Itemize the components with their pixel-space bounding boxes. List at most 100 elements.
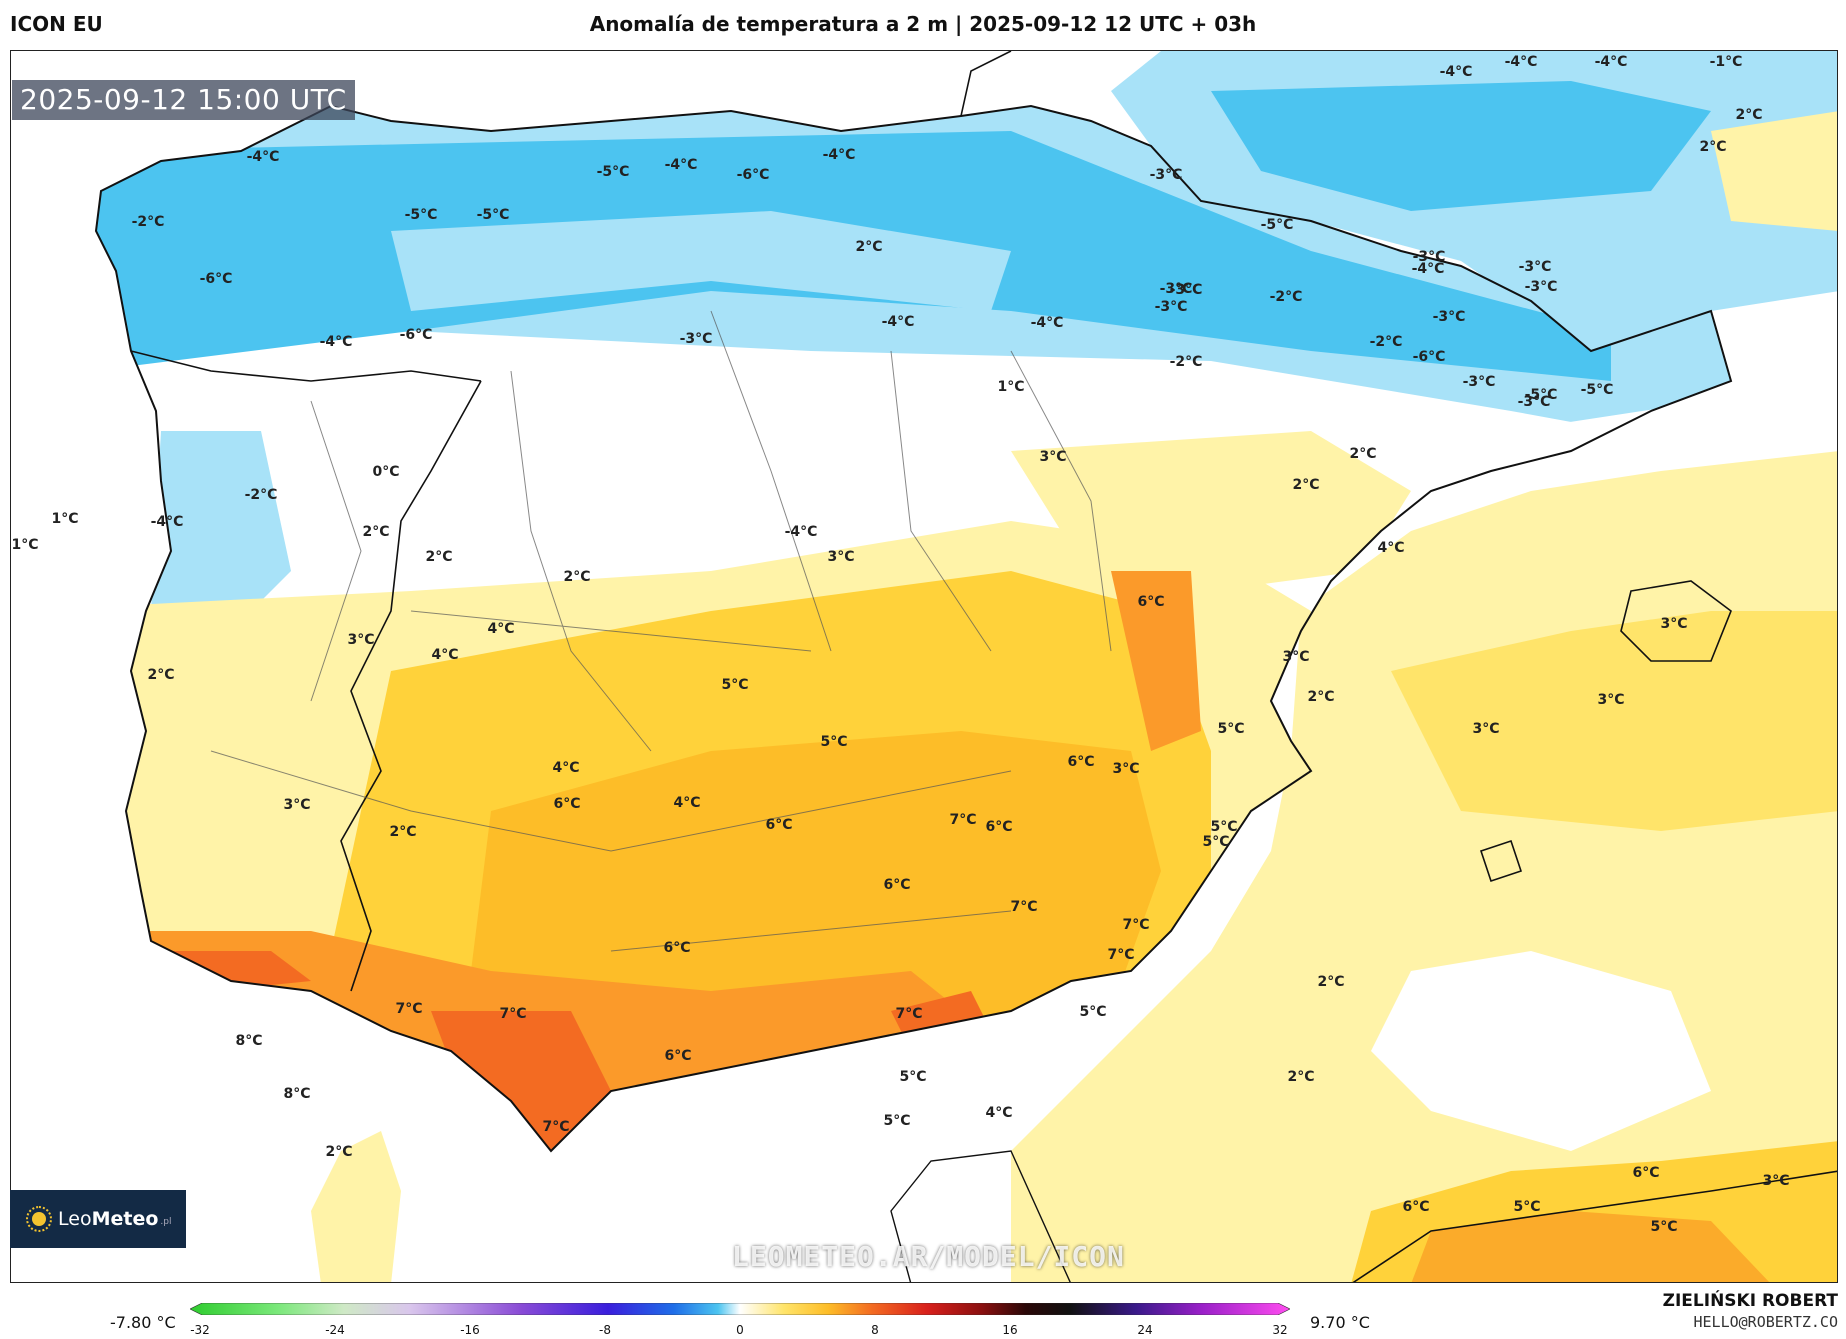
contour-label: 3°C xyxy=(1039,449,1066,465)
contour-label: -4°C xyxy=(1440,64,1473,80)
contour-label: 6°C xyxy=(663,940,690,956)
contour-label: -4°C xyxy=(1595,54,1628,70)
contour-label: -3°C xyxy=(1160,281,1193,297)
contour-label: -6°C xyxy=(1413,349,1446,365)
contour-label: 2°C xyxy=(1699,139,1726,155)
contour-label: -3°C xyxy=(680,331,713,347)
model-name: ICON EU xyxy=(10,12,103,36)
valid-time-badge: 2025-09-12 15:00 UTC xyxy=(12,80,355,120)
contour-label: 2°C xyxy=(1287,1069,1314,1085)
contour-label: -4°C xyxy=(823,147,856,163)
contour-label: -5°C xyxy=(405,207,438,223)
anomaly-map[interactable]: -4°C -4°C -4°C -1°C 2°C 2°C -4°C -5°C -4°C -6°C -4… xyxy=(11,51,1838,1283)
contour-label: 3°C xyxy=(1597,692,1624,708)
contour-label: 6°C xyxy=(985,819,1012,835)
scale-tick-label: -24 xyxy=(325,1323,345,1337)
contour-label: -2°C xyxy=(132,214,165,230)
contour-label: -3°C xyxy=(1433,309,1466,325)
scale-tick-label: -8 xyxy=(599,1323,611,1337)
contour-label: -2°C xyxy=(1370,334,1403,350)
morocco-coastline xyxy=(890,1150,1071,1282)
sun-icon xyxy=(24,1204,54,1234)
contour-label: 5°C xyxy=(1210,819,1237,835)
map-frame[interactable]: -4°C -4°C -4°C -1°C 2°C 2°C -4°C -5°C -4°C -6°C -4… xyxy=(10,50,1838,1283)
contour-label: 1°C xyxy=(997,379,1024,395)
contour-label: 5°C xyxy=(1079,1004,1106,1020)
contour-label: 0°C xyxy=(372,464,399,480)
mallorca-island xyxy=(1620,580,1732,662)
contour-label: 3°C xyxy=(1660,616,1687,632)
contour-label: -3°C xyxy=(1518,394,1551,410)
contour-label: 6°C xyxy=(664,1048,691,1064)
contour-label: 5°C xyxy=(1513,1199,1540,1215)
contour-label: -6°C xyxy=(400,327,433,343)
contour-label: 1°C xyxy=(11,537,38,553)
contour-label: 7°C xyxy=(542,1119,569,1135)
coastline xyxy=(94,104,1733,1153)
color-scale-bar xyxy=(190,1303,1290,1315)
contour-label: 5°C xyxy=(1202,834,1229,850)
contour-label: -2°C xyxy=(1270,289,1303,305)
contour-label: -3°C xyxy=(1525,279,1558,295)
contour-label: -3°C xyxy=(1155,299,1188,315)
contour-label: -4°C xyxy=(665,157,698,173)
author-credit: ZIELIŃSKI ROBERT xyxy=(1662,1291,1838,1311)
contour-label: 2°C xyxy=(325,1144,352,1160)
france-cold-area xyxy=(1211,81,1711,211)
contour-label: 8°C xyxy=(283,1086,310,1102)
contour-label: 3°C xyxy=(1282,649,1309,665)
province-borders xyxy=(210,310,1112,952)
contour-label: -4°C xyxy=(785,524,818,540)
contour-label: 2°C xyxy=(1349,446,1376,462)
scale-tick-label: 8 xyxy=(871,1323,879,1337)
atlantic-sea xyxy=(11,531,461,1282)
scale-tick-label: 16 xyxy=(1002,1323,1018,1337)
scale-tick-label: -32 xyxy=(190,1323,210,1337)
contour-label: 2°C xyxy=(1317,974,1344,990)
contour-labels: -4°C -4°C -4°C -1°C 2°C 2°C -4°C -5°C -4°C -6°C -4… xyxy=(11,54,1789,1235)
contour-label: 6°C xyxy=(765,817,792,833)
contour-label: -4°C xyxy=(320,334,353,350)
contour-label: -4°C xyxy=(1031,315,1064,331)
scale-tick-label: 0 xyxy=(736,1323,744,1337)
contour-label: 3°C xyxy=(283,797,310,813)
contour-label: 4°C xyxy=(673,795,700,811)
contour-label: 5°C xyxy=(1650,1219,1677,1235)
scale-max-label: 9.70 °C xyxy=(1310,1313,1370,1332)
scale-tick-label: -16 xyxy=(460,1323,480,1337)
contour-label: 6°C xyxy=(1067,754,1094,770)
contour-label: -5°C xyxy=(597,164,630,180)
logo-text: LeoMeteo xyxy=(58,1208,159,1230)
contour-label: 6°C xyxy=(1632,1165,1659,1181)
contour-label: 4°C xyxy=(1377,540,1404,556)
scale-min-label: -7.80 °C xyxy=(110,1313,176,1332)
contour-label: -2°C xyxy=(1170,354,1203,370)
contour-label: -4°C xyxy=(1412,261,1445,277)
contour-label: -4°C xyxy=(882,314,915,330)
scale-ticks: -32 -24 -16 -8 0 8 16 24 32 xyxy=(190,1323,1290,1339)
contour-label: -3°C xyxy=(1150,167,1183,183)
contour-label: 2°C xyxy=(855,239,882,255)
contour-label: 3°C xyxy=(1112,761,1139,777)
map-title: Anomalía de temperatura a 2 m | 2025-09-… xyxy=(589,12,1257,36)
contour-label: -3°C xyxy=(1519,259,1552,275)
contour-label: -4°C xyxy=(1505,54,1538,70)
contour-label: -3°C xyxy=(1170,282,1203,298)
gulf-mild-area xyxy=(311,1131,401,1282)
contact-email[interactable]: HELLO@ROBERTZ.CO xyxy=(1693,1313,1839,1331)
leometeo-logo[interactable]: LeoMeteo .pl xyxy=(10,1190,186,1248)
contour-label: 6°C xyxy=(1137,594,1164,610)
contour-label: 5°C xyxy=(883,1113,910,1129)
contour-label: 2°C xyxy=(147,667,174,683)
mediterranean-neutral-area xyxy=(1371,951,1711,1151)
contour-label: 3°C xyxy=(1472,721,1499,737)
contour-label: 2°C xyxy=(1307,689,1334,705)
contour-label: 4°C xyxy=(431,647,458,663)
france-border xyxy=(960,51,1012,117)
contour-label: 7°C xyxy=(949,812,976,828)
contour-label: -6°C xyxy=(737,167,770,183)
contour-label: 7°C xyxy=(1010,899,1037,915)
contour-label: 4°C xyxy=(552,760,579,776)
contour-label: 6°C xyxy=(1402,1199,1429,1215)
contour-label: -3°C xyxy=(1413,249,1446,265)
